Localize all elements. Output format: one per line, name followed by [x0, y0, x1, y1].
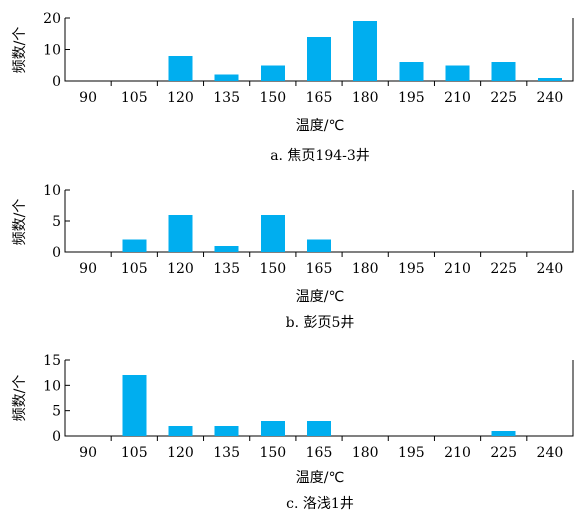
panel-c: 0 5 10 15 90 105 120 135 150 165 180 195 210 225 240 频… — [12, 353, 574, 512]
panel-b-bar — [260, 214, 285, 252]
panel-b-xtick-label: 225 — [490, 261, 517, 277]
panel-b-bar — [307, 239, 331, 252]
panel-a-bar — [168, 55, 193, 81]
panel-a-plot: 0 10 20 90 105 120 135 150 165 180 195 210 225 240 — [43, 11, 574, 106]
panel-a-xtick-label: 225 — [490, 90, 517, 106]
panel-a-ytick-label: 20 — [43, 11, 61, 27]
panel-c-bar — [491, 430, 516, 436]
panel-a-ylabel: 频数/个 — [12, 27, 28, 74]
panel-c-xtick-label: 165 — [306, 445, 333, 461]
panel-a-xtick-label: 135 — [213, 90, 240, 106]
panel-a-bar — [260, 65, 285, 81]
panel-a-xtick-label: 105 — [121, 90, 148, 106]
panel-a-xtick-label: 195 — [398, 90, 425, 106]
panel-b-xtick-label: 150 — [259, 261, 286, 277]
panel-c-xtick-label: 180 — [352, 445, 379, 461]
panel-c-xtick-label: 135 — [213, 445, 240, 461]
panel-b-ytick-label: 5 — [52, 214, 61, 230]
panel-c-xtick-label: 90 — [79, 445, 97, 461]
panel-c-xtick-label: 150 — [259, 445, 286, 461]
panel-b-ytick-label: 0 — [52, 245, 61, 261]
panel-c-caption: c. 洛浅1井 — [286, 496, 354, 512]
panel-a-xtick-label: 90 — [79, 90, 97, 106]
panel-b-xtick-label: 135 — [213, 261, 240, 277]
panel-a-bar — [307, 36, 331, 81]
panel-c-xtick-label: 210 — [444, 445, 471, 461]
panel-c-ylabel: 频数/个 — [12, 375, 28, 422]
panel-b-ylabel: 频数/个 — [12, 199, 28, 246]
panel-c-ytick-label: 0 — [52, 429, 61, 445]
panel-a-xtick-label: 240 — [537, 90, 564, 106]
panel-c-ytick-label: 5 — [52, 404, 61, 420]
panel-c-xtick-label: 120 — [167, 445, 194, 461]
panel-a: 0 10 20 90 105 120 135 150 165 180 195 210 225 240 频数… — [12, 11, 574, 164]
panel-b-ytick-label: 10 — [43, 183, 61, 199]
panel-b-xtick-label: 210 — [444, 261, 471, 277]
panel-b-caption: b. 彭页5井 — [286, 315, 355, 331]
panel-c-bar — [260, 420, 285, 436]
panel-a-xtick-label: 210 — [444, 90, 471, 106]
panel-c-bar — [122, 375, 147, 436]
panel-b-xtick-label: 105 — [121, 261, 148, 277]
panel-c-plot: 0 5 10 15 90 105 120 135 150 165 180 195 210 225 240 — [43, 353, 574, 461]
panel-a-bar — [491, 62, 516, 81]
panel-a-xlabel: 温度/℃ — [296, 118, 344, 134]
panel-c-xtick-label: 225 — [490, 445, 517, 461]
panel-a-bar — [445, 65, 470, 81]
panel-a-bar — [537, 77, 562, 81]
panel-c-xtick-label: 105 — [121, 445, 148, 461]
panel-a-ytick-label: 10 — [43, 43, 61, 59]
panel-c-xtick-label: 240 — [537, 445, 564, 461]
panel-b-xlabel: 温度/℃ — [296, 289, 344, 305]
panel-b-xtick-label: 240 — [537, 261, 564, 277]
panel-a-ytick-label: 0 — [52, 74, 61, 90]
panel-c-xlabel: 温度/℃ — [296, 470, 344, 486]
panel-c-bar — [214, 425, 239, 436]
panel-a-xtick-label: 165 — [306, 90, 333, 106]
panel-c-xtick-label: 195 — [398, 445, 425, 461]
panel-b-bar — [122, 239, 147, 252]
panel-a-bar — [214, 74, 239, 81]
panel-c-ytick-label: 10 — [43, 378, 61, 394]
panel-a-caption: a. 焦页194-3井 — [270, 148, 370, 164]
panel-c-ytick-label: 15 — [43, 353, 61, 369]
panel-b-xtick-label: 165 — [306, 261, 333, 277]
panel-b-bar — [168, 214, 193, 252]
panel-b-plot: 0 5 10 90 105 120 135 150 165 180 195 210 225 240 — [43, 183, 574, 277]
panel-b: 0 5 10 90 105 120 135 150 165 180 195 210 225 240 频数/… — [12, 183, 574, 331]
panel-c-bar — [307, 420, 331, 436]
panel-b-xtick-label: 120 — [167, 261, 194, 277]
panel-a-xtick-label: 120 — [167, 90, 194, 106]
panel-a-xtick-label: 180 — [352, 90, 379, 106]
panel-b-xtick-label: 180 — [352, 261, 379, 277]
panel-a-xtick-label: 150 — [259, 90, 286, 106]
panel-b-bar — [214, 245, 239, 252]
panel-a-bar — [353, 21, 378, 81]
panel-b-xtick-label: 90 — [79, 261, 97, 277]
panel-c-bar — [168, 425, 193, 436]
panel-b-xtick-label: 195 — [398, 261, 425, 277]
panel-a-bar — [399, 62, 424, 81]
